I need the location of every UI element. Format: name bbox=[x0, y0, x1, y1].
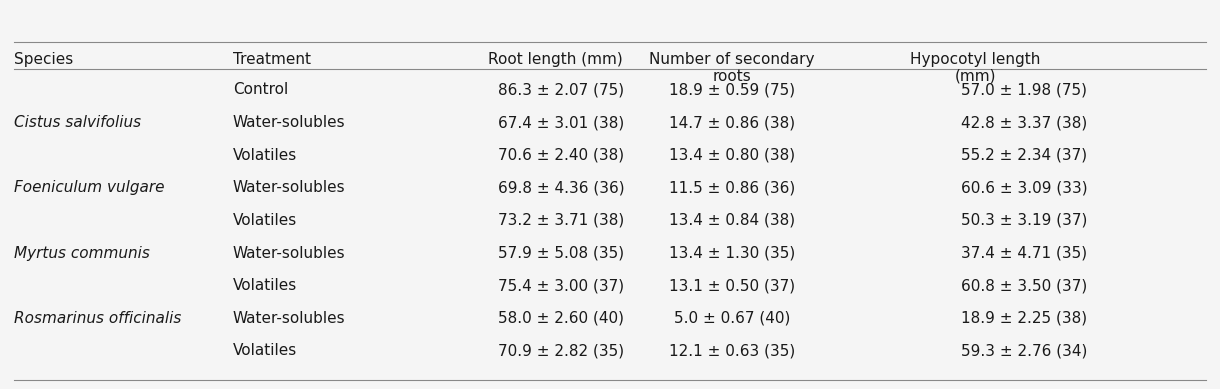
Text: Root length (mm): Root length (mm) bbox=[488, 52, 623, 67]
Text: 75.4 ± 3.00 (37): 75.4 ± 3.00 (37) bbox=[498, 278, 625, 293]
Text: 67.4 ± 3.01 (38): 67.4 ± 3.01 (38) bbox=[498, 115, 625, 130]
Text: 13.4 ± 0.80 (38): 13.4 ± 0.80 (38) bbox=[669, 148, 794, 163]
Text: 73.2 ± 3.71 (38): 73.2 ± 3.71 (38) bbox=[498, 213, 625, 228]
Text: Myrtus communis: Myrtus communis bbox=[13, 245, 149, 261]
Text: 5.0 ± 0.67 (40): 5.0 ± 0.67 (40) bbox=[673, 311, 789, 326]
Text: 14.7 ± 0.86 (38): 14.7 ± 0.86 (38) bbox=[669, 115, 794, 130]
Text: Number of secondary
roots: Number of secondary roots bbox=[649, 52, 815, 84]
Text: 18.9 ± 0.59 (75): 18.9 ± 0.59 (75) bbox=[669, 82, 794, 98]
Text: 50.3 ± 3.19 (37): 50.3 ± 3.19 (37) bbox=[960, 213, 1087, 228]
Text: 55.2 ± 2.34 (37): 55.2 ± 2.34 (37) bbox=[961, 148, 1087, 163]
Text: 59.3 ± 2.76 (34): 59.3 ± 2.76 (34) bbox=[960, 343, 1087, 358]
Text: 42.8 ± 3.37 (38): 42.8 ± 3.37 (38) bbox=[960, 115, 1087, 130]
Text: 57.0 ± 1.98 (75): 57.0 ± 1.98 (75) bbox=[961, 82, 1087, 98]
Text: 18.9 ± 2.25 (38): 18.9 ± 2.25 (38) bbox=[961, 311, 1087, 326]
Text: Foeniculum vulgare: Foeniculum vulgare bbox=[13, 180, 163, 195]
Text: Water-solubles: Water-solubles bbox=[233, 115, 345, 130]
Text: 12.1 ± 0.63 (35): 12.1 ± 0.63 (35) bbox=[669, 343, 795, 358]
Text: Species: Species bbox=[13, 52, 73, 67]
Text: 57.9 ± 5.08 (35): 57.9 ± 5.08 (35) bbox=[498, 245, 625, 261]
Text: Volatiles: Volatiles bbox=[233, 148, 296, 163]
Text: 58.0 ± 2.60 (40): 58.0 ± 2.60 (40) bbox=[498, 311, 625, 326]
Text: Hypocotyl length
(mm): Hypocotyl length (mm) bbox=[910, 52, 1041, 84]
Text: 60.6 ± 3.09 (33): 60.6 ± 3.09 (33) bbox=[960, 180, 1087, 195]
Text: 13.4 ± 1.30 (35): 13.4 ± 1.30 (35) bbox=[669, 245, 795, 261]
Text: 86.3 ± 2.07 (75): 86.3 ± 2.07 (75) bbox=[498, 82, 625, 98]
Text: Water-solubles: Water-solubles bbox=[233, 245, 345, 261]
Text: Volatiles: Volatiles bbox=[233, 213, 296, 228]
Text: Volatiles: Volatiles bbox=[233, 343, 296, 358]
Text: Water-solubles: Water-solubles bbox=[233, 180, 345, 195]
Text: 69.8 ± 4.36 (36): 69.8 ± 4.36 (36) bbox=[498, 180, 625, 195]
Text: 37.4 ± 4.71 (35): 37.4 ± 4.71 (35) bbox=[961, 245, 1087, 261]
Text: 70.9 ± 2.82 (35): 70.9 ± 2.82 (35) bbox=[498, 343, 625, 358]
Text: 70.6 ± 2.40 (38): 70.6 ± 2.40 (38) bbox=[498, 148, 625, 163]
Text: 13.1 ± 0.50 (37): 13.1 ± 0.50 (37) bbox=[669, 278, 794, 293]
Text: Volatiles: Volatiles bbox=[233, 278, 296, 293]
Text: Cistus salvifolius: Cistus salvifolius bbox=[13, 115, 140, 130]
Text: 60.8 ± 3.50 (37): 60.8 ± 3.50 (37) bbox=[960, 278, 1087, 293]
Text: Water-solubles: Water-solubles bbox=[233, 311, 345, 326]
Text: Treatment: Treatment bbox=[233, 52, 311, 67]
Text: 11.5 ± 0.86 (36): 11.5 ± 0.86 (36) bbox=[669, 180, 795, 195]
Text: 13.4 ± 0.84 (38): 13.4 ± 0.84 (38) bbox=[669, 213, 794, 228]
Text: Control: Control bbox=[233, 82, 288, 98]
Text: Rosmarinus officinalis: Rosmarinus officinalis bbox=[13, 311, 181, 326]
